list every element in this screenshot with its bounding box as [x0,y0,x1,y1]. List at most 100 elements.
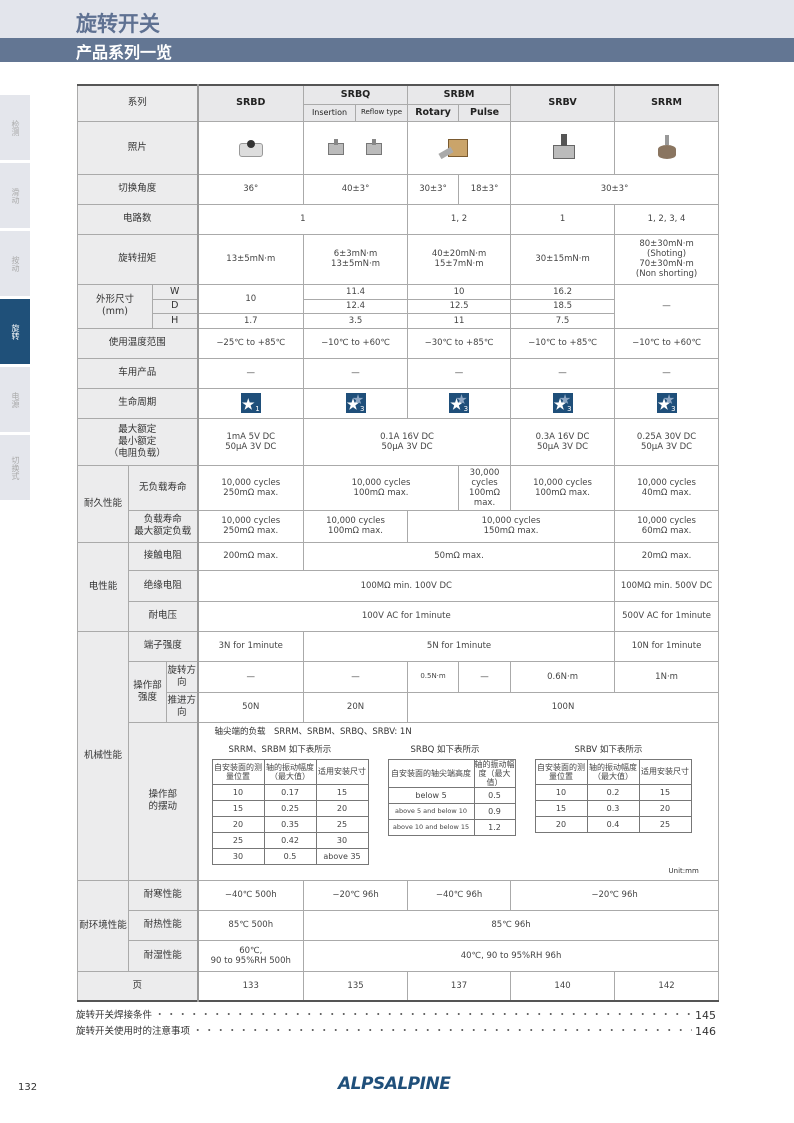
sub-label: W [151,283,199,300]
cell: — [614,283,720,329]
row-label: 绝缘电阻 [127,569,199,602]
sidebar-tab-power[interactable]: 电源 [0,367,30,432]
cell: 1, 2 [407,203,512,235]
cell: — [458,660,512,693]
line: (Shoting) [647,249,687,259]
col-srrm: SRRM [614,84,720,122]
cell: 0.25A 30V DC 50μA 3V DC [614,417,720,466]
cell: — [303,660,409,693]
subtable-title: SRBV 如下表所示 [574,744,643,755]
wobble-cell: 轴尖端的负载 SRRM、SRBM、SRBQ、SRBV: 1N SRRM、SRBM… [197,721,720,881]
alpsalpine-logo: ALPSALPINE [338,1074,451,1094]
cell: — [303,357,409,389]
row-label: 耐寒性能 [127,879,199,911]
sidebar-tab-switch[interactable]: 切换式 [0,435,30,500]
cell: — [407,357,512,389]
cell: 50N [197,691,305,723]
cell: 10N for 1minute [614,630,720,662]
cell: 18.5 [510,298,616,314]
page-title: 旋转开关 [76,12,160,36]
op-rot-row: 操作部强度 旋转方向 — — 0.5N·m — 0.6N·m 1N·m [78,660,720,723]
sidebar-tab-push[interactable]: 按动 [0,231,30,296]
product-series-table: 系列 SRBD SRBQ SRBM SRBV SRRM Insertion Re… [76,84,720,1002]
cell: 10,000 cycles 250mΩ max. [197,464,305,511]
cell: −25℃ to +85℃ [197,327,305,359]
cell: 10,000 cycles 100mΩ max. [303,464,460,511]
cell: 3 [407,387,512,419]
row-label: 车用产品 [76,357,199,389]
sidebar-tab-rotary[interactable]: 旋转 [0,299,30,364]
cell: 0.1A 16V DC 50μA 3V DC [303,417,512,466]
dims-w-row: 外形尺寸 (mm) W 10 11.4 10 16.2 — [77,283,720,329]
cell: 30±3° [510,173,720,205]
sub-label: 旋转方向 [165,660,199,693]
cell: 100MΩ min. 100V DC [197,569,616,602]
cell: — [614,357,720,389]
sidebar-tab-detect[interactable]: 检测 [0,95,30,160]
cell: 0.5N·m [407,660,460,693]
cell: 30±15mN·m [510,233,616,285]
row-label: 使用温度范围 [76,327,199,359]
group-label: 耐久性能 [77,464,129,543]
page-link[interactable]: 135 [303,970,409,1002]
row-label: 无负载寿命 [127,464,199,511]
toc-leader: ・・・・・・・・・・・・・・・・・・・・・・・・・・・・・・・・・・・・・・・・… [155,1010,692,1021]
page-link[interactable]: 133 [197,970,305,1002]
row-label: 操作部强度 [128,660,167,723]
toc-page: 146 [695,1025,716,1038]
toc-item[interactable]: 旋转开关使用时的注意事项 ・・・・・・・・・・・・・・・・・・・・・・・・・・・・… [76,1024,716,1040]
line: (Non shorting) [635,269,698,279]
cell: 40±20mN·m 15±7mN·m [407,233,512,285]
cell: 3 [303,387,409,419]
line: 6±3mN·m [333,249,378,259]
cell: −30℃ to +85℃ [407,327,512,359]
cell: 60℃, 90 to 95%RH 500h [197,939,305,972]
col-srbm-rotary: Rotary [407,103,460,122]
cell: 500V AC for 1minute [614,600,720,632]
sidebar-tab-slide[interactable]: 滑动 [0,163,30,228]
cell: 100V AC for 1minute [197,600,616,632]
row-label: 端子强度 [127,630,199,662]
line: 40±20mN·m [431,249,487,259]
cell: 40℃, 90 to 95%RH 96h [303,939,720,972]
photo-srrm [614,120,720,175]
heat-row: 耐热性能 85℃ 500h 85℃ 96h [78,909,720,941]
cell: −20℃ 96h [303,879,409,911]
cell: 3N for 1minute [197,630,305,662]
angle-row: 切换角度 36° 40±3° 30±3° 18±3° 30±3° [76,173,720,205]
cell: — [197,357,305,389]
row-label: 操作部的摆动 [127,721,199,881]
toc-item[interactable]: 旋转开关焊接条件 ・・・・・・・・・・・・・・・・・・・・・・・・・・・・・・・・… [76,1008,716,1024]
cell: 1 [510,203,616,235]
page-link[interactable]: 137 [407,970,512,1002]
row-label: 电路数 [76,203,199,235]
photo-srbv [510,120,616,175]
group-label: 机械性能 [77,630,129,881]
photo-srbq [303,120,409,175]
cell: 100MΩ min. 500V DC [614,569,720,602]
cell: 3 [614,387,720,419]
col-srbq-reflow: Reflow type [355,103,409,122]
cell: 30±3° [407,173,460,205]
cell: 10 [197,283,305,314]
cell: 16.2 [510,283,616,300]
cell: 18±3° [458,173,512,205]
cell: −40℃ 500h [197,879,305,911]
row-label: 最大额定 最小额定 （电阻负载） [76,417,199,466]
cell: 1, 2, 3, 4 [614,203,720,235]
sub-label: D [151,298,199,314]
cell: 11 [407,312,512,329]
row-label: 接触电阻 [127,541,199,571]
cell: 0.6N·m [510,660,616,693]
header-band [0,0,794,38]
op-push-row: 推进方向 50N 20N 100N [78,691,720,723]
unit-label: Unit:mm [668,866,699,875]
cell: 1mA 5V DC 50μA 3V DC [197,417,305,466]
subtable-title: SRBQ 如下表所示 [410,744,480,755]
cell: 20mΩ max. [614,541,720,571]
page-link[interactable]: 140 [510,970,616,1002]
page-number: 132 [18,1082,38,1093]
page-link[interactable]: 142 [614,970,720,1002]
cell: — [510,357,616,389]
lifecycle-row: 生命周期 1 3 3 3 3 [76,387,720,419]
